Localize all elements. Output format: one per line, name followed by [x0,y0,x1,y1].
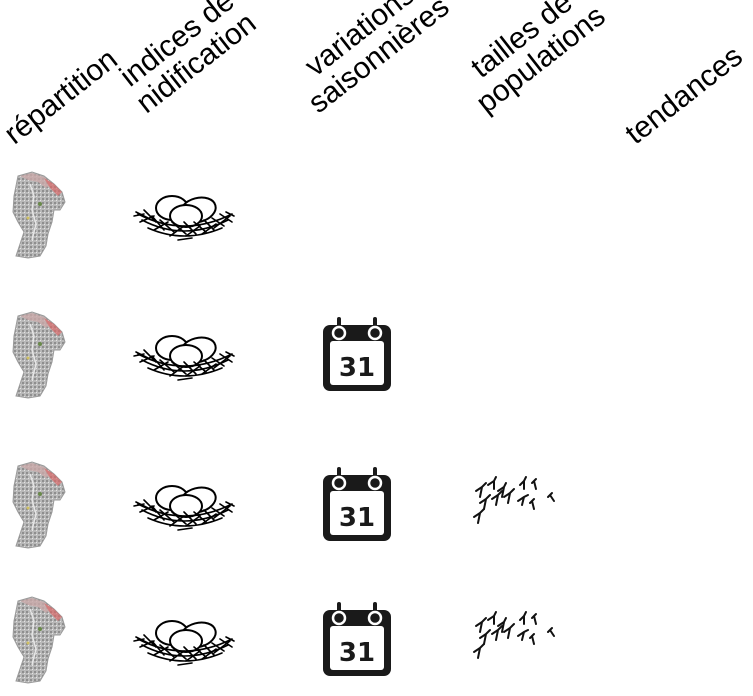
nest-with-eggs-icon [133,611,236,669]
header-repartition: répartition [0,42,124,151]
header-tailles-populations: tailles de populations [465,0,612,120]
svg-text:31: 31 [339,503,375,533]
calendar-icon: 31 [320,600,394,680]
calendar-icon: 31 [320,315,394,395]
svg-text:31: 31 [339,353,375,383]
french-guiana-map-icon [10,595,68,685]
svg-text:31: 31 [339,638,375,668]
nest-with-eggs-icon [133,326,236,384]
header-variations-saisonnieres: variations saisonnières [298,0,456,120]
french-guiana-map-icon [10,170,68,260]
header-tendances: tendances [619,39,749,151]
nest-with-eggs-icon [133,186,236,244]
french-guiana-map-icon [10,310,68,400]
calendar-icon: 31 [320,465,394,545]
bird-flock-icon [470,610,566,670]
french-guiana-map-icon [10,460,68,550]
nest-with-eggs-icon [133,476,236,534]
header-indices-nidification: indices de nidification [113,0,263,120]
bird-flock-icon [470,475,566,535]
